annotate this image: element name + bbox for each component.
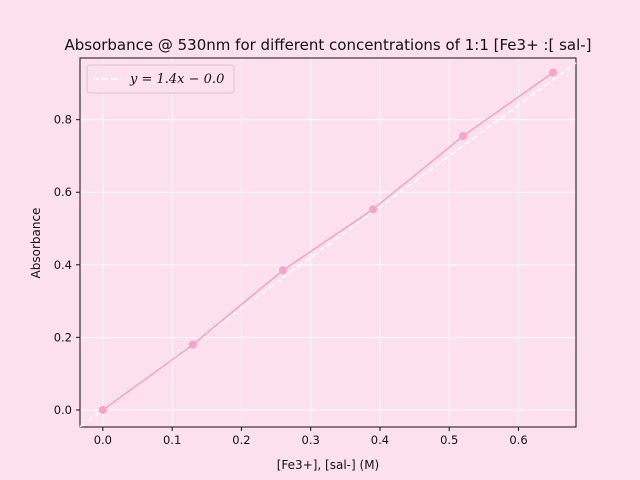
x-tick-label: 0.1 <box>163 433 181 447</box>
x-axis-label: [Fe3+], [sal-] (M) <box>277 458 379 472</box>
x-tick-label: 0.5 <box>440 433 458 447</box>
x-tick-label: 0.4 <box>371 433 389 447</box>
data-line <box>102 71 554 411</box>
y-tick-label: 0.4 <box>54 258 72 272</box>
y-tick-label: 0.6 <box>54 185 72 199</box>
legend: y = 1.4x − 0.0 <box>86 64 235 94</box>
y-tick-label: 0.8 <box>54 113 72 127</box>
legend-fit-label: y = 1.4x − 0.0 <box>129 72 224 87</box>
data-point <box>549 68 558 77</box>
grid <box>80 58 576 427</box>
chart-title: Absorbance @ 530nm for different concent… <box>64 36 591 54</box>
ticks: 0.0 0.1 0.2 0.3 0.4 0.5 0.6 0.0 0.2 0.4 0.6 0.8 <box>54 113 528 447</box>
data-point <box>369 205 378 214</box>
series <box>79 62 577 428</box>
x-tick-label: 0.3 <box>302 433 320 447</box>
y-axis-label: Absorbance <box>29 208 43 279</box>
x-tick-label: 0.6 <box>509 433 527 447</box>
data-point <box>278 266 287 275</box>
data-point <box>98 405 107 414</box>
y-tick-label: 0.0 <box>54 403 72 417</box>
data-point <box>459 132 468 141</box>
x-tick-label: 0.2 <box>232 433 250 447</box>
plot-frame <box>79 57 577 428</box>
x-tick-label: 0.0 <box>94 433 112 447</box>
data-point <box>188 340 197 349</box>
y-tick-label: 0.2 <box>54 330 72 344</box>
legend-box <box>86 64 235 94</box>
